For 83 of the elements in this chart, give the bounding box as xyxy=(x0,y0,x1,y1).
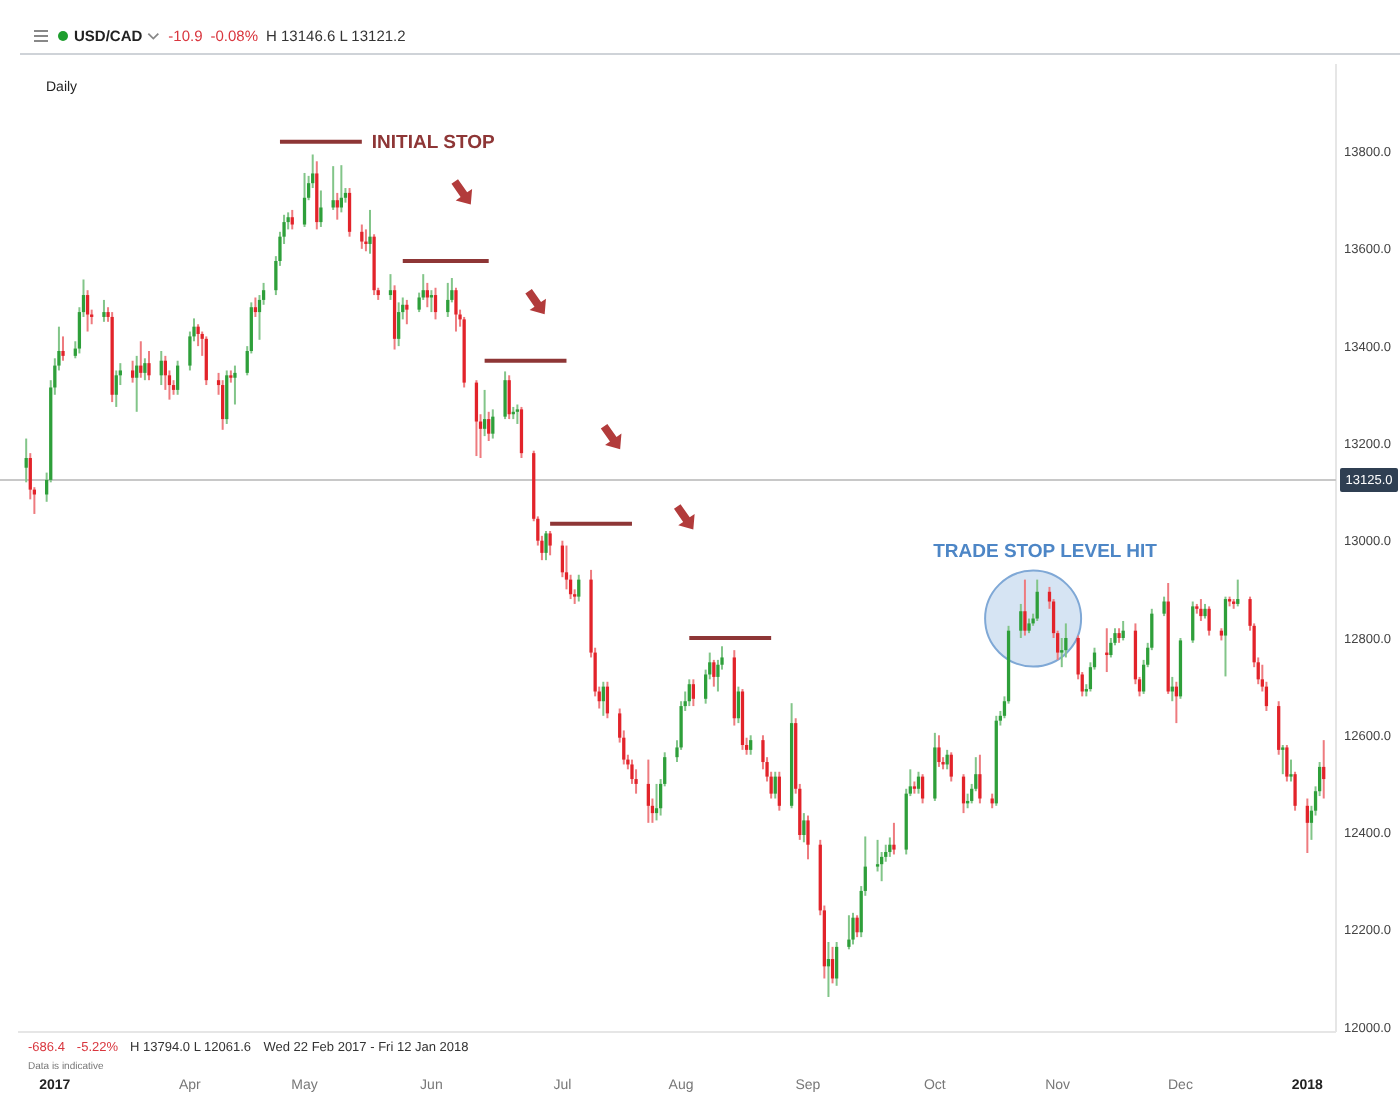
candlestick xyxy=(712,658,716,688)
candlestick xyxy=(482,388,487,438)
candlestick xyxy=(548,529,552,557)
candlestick xyxy=(1293,770,1297,812)
candlestick xyxy=(433,286,438,321)
candlestick xyxy=(1199,598,1203,622)
candlestick xyxy=(503,370,507,421)
candlestick xyxy=(221,379,225,431)
candlestick xyxy=(806,814,810,861)
candlestick xyxy=(515,403,519,425)
candlestick xyxy=(143,357,147,382)
candlestick xyxy=(491,408,495,440)
candlestick xyxy=(646,758,650,824)
candlestick xyxy=(1281,744,1285,776)
candlestick xyxy=(851,911,855,946)
candlestick xyxy=(949,751,953,783)
candlestick xyxy=(855,914,859,939)
candlestick xyxy=(302,171,307,228)
candlestick xyxy=(1023,578,1027,637)
candlestick xyxy=(1285,744,1289,783)
candlestick xyxy=(454,286,458,333)
candlestick xyxy=(204,335,208,387)
candlestick xyxy=(474,379,479,458)
candlestick xyxy=(397,301,401,348)
candlestick xyxy=(687,678,691,708)
candlestick xyxy=(564,544,569,591)
candlestick xyxy=(233,364,237,406)
candlestick xyxy=(1322,739,1326,800)
candlestick xyxy=(507,374,511,421)
candlestick xyxy=(773,770,777,800)
candlestick xyxy=(225,369,229,425)
candlestick xyxy=(1162,595,1166,618)
candlestick xyxy=(1289,758,1293,783)
candlestick xyxy=(388,273,393,301)
candlestick xyxy=(446,281,450,318)
candlestick xyxy=(875,838,880,873)
candlestick xyxy=(114,369,118,408)
candlestick xyxy=(916,770,921,795)
candlestick xyxy=(24,437,28,484)
candlestick xyxy=(102,298,106,323)
candlestick xyxy=(1305,797,1309,854)
candlestick xyxy=(347,187,352,238)
annotation: TRADE STOP LEVEL HIT xyxy=(933,541,1158,564)
candlestick xyxy=(544,529,548,562)
candlestick xyxy=(1236,578,1240,608)
candlestick xyxy=(253,296,258,318)
candlestick xyxy=(1064,622,1068,659)
candlestick xyxy=(634,768,638,795)
candlestick xyxy=(360,223,364,250)
candlestick xyxy=(777,770,781,812)
candlestick xyxy=(978,753,982,805)
candlestick xyxy=(1109,636,1113,659)
candlestick xyxy=(920,773,925,805)
candlestick xyxy=(147,349,151,382)
candlestick xyxy=(196,323,200,348)
annotation: INITIAL STOP xyxy=(371,132,496,155)
candlestick xyxy=(1207,605,1211,637)
candlestick xyxy=(1277,700,1281,756)
candlestick xyxy=(364,228,368,253)
candlestick xyxy=(654,782,659,822)
candlestick xyxy=(847,914,851,951)
candlestick xyxy=(290,208,294,231)
candlestick xyxy=(61,335,65,362)
candlestick xyxy=(1019,602,1023,639)
candlestick xyxy=(130,359,135,384)
candlestick xyxy=(368,208,372,255)
candlestick xyxy=(749,734,753,756)
candlestick xyxy=(176,359,180,396)
candlestick xyxy=(1223,595,1228,678)
candlestick xyxy=(405,298,409,326)
candlestick xyxy=(892,821,896,856)
candlestick xyxy=(319,189,323,228)
candlestick xyxy=(135,354,139,413)
candlestick xyxy=(937,734,941,768)
candlestick xyxy=(519,405,524,460)
candlestick xyxy=(85,289,90,333)
candlestick xyxy=(487,410,491,442)
candlestick xyxy=(736,685,741,725)
candlestick xyxy=(691,678,696,708)
candlestick xyxy=(1035,578,1039,622)
candlestick xyxy=(1191,600,1195,644)
candlestick xyxy=(802,812,806,844)
candlestick xyxy=(577,573,581,603)
